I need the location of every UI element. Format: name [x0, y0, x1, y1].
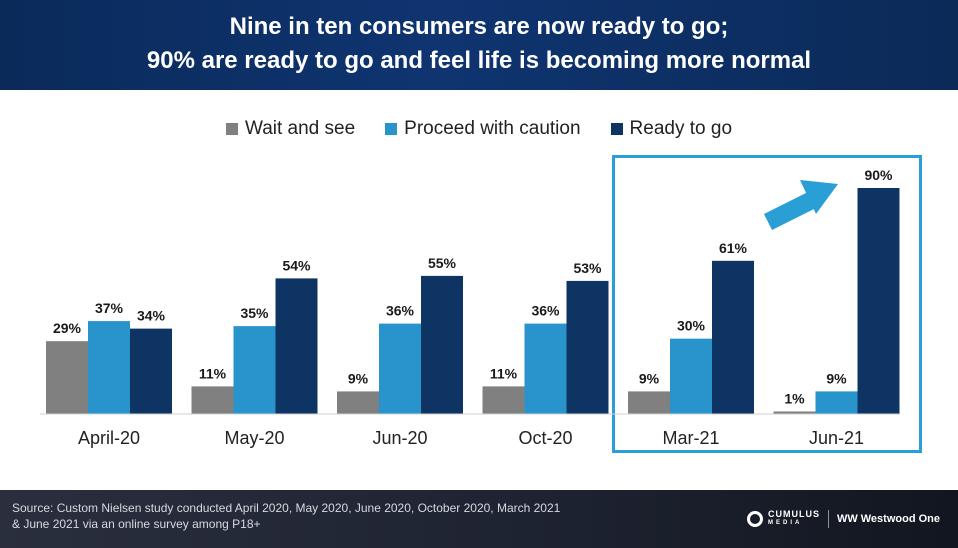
trend-arrow-shaft — [763, 191, 817, 231]
bar-Jun-20-0 — [337, 391, 379, 414]
bar-April-20-0 — [46, 341, 88, 414]
category-label-2: Jun-20 — [372, 428, 427, 448]
data-label-Jun-20-1: 36% — [386, 303, 415, 319]
legend-swatch-0 — [225, 123, 238, 135]
title-banner: Nine in ten consumers are now ready to g… — [0, 0, 958, 90]
highlight-box — [612, 155, 922, 453]
source-line-2: & June 2021 via an online survey among P… — [12, 517, 261, 531]
cumulus-media-wordmark: MEDIA — [767, 520, 803, 526]
legend-swatch-2 — [610, 123, 623, 135]
bar-May-20-1 — [233, 326, 276, 414]
bar-chart: 29% 37% 34% April-20 11% 35% 54% May-20 9% 36% 55%… — [40, 167, 900, 448]
bar-Mar-21-2 — [712, 260, 754, 414]
cumulus-swirl-icon — [746, 511, 763, 527]
data-label-Oct-20-2: 53% — [573, 260, 602, 276]
data-label-April-20-0: 29% — [53, 320, 82, 336]
chart-legend: Wait and see Proceed with caution Ready to… — [0, 116, 958, 142]
data-label-April-20-2: 34% — [137, 308, 166, 324]
data-label-Jun-21-0: 1% — [784, 390, 805, 406]
data-label-April-20-1: 37% — [95, 300, 124, 316]
legend-label-1: Proceed with caution — [404, 118, 581, 139]
category-label-1: May-20 — [224, 428, 284, 448]
bar-Jun-21-2 — [857, 188, 900, 414]
data-label-May-20-0: 11% — [199, 365, 227, 381]
bar-May-20-2 — [275, 278, 318, 414]
legend-item-2: Ready to go — [610, 118, 733, 140]
data-label-Jun-20-0: 9% — [348, 370, 369, 386]
westwood-one-wordmark: Westwood One — [860, 513, 940, 525]
footer-bar: Source: Custom Nielsen study conducted A… — [0, 490, 958, 548]
bar-May-20-0 — [191, 386, 234, 414]
westwood-one-mark: WW — [836, 513, 858, 525]
bar-April-20-2 — [130, 328, 172, 414]
footer-logos: CUMULUS MEDIA WW Westwood One — [746, 509, 940, 528]
bar-April-20-1 — [88, 321, 130, 414]
category-label-4: Mar-21 — [662, 428, 719, 448]
data-label-Mar-21-1: 30% — [677, 318, 706, 334]
data-label-Mar-21-2: 61% — [719, 240, 748, 256]
source-note: Source: Custom Nielsen study conducted A… — [12, 500, 672, 532]
legend-item-1: Proceed with caution — [385, 118, 581, 140]
legend-item-0: Wait and see — [225, 118, 356, 140]
legend-label-2: Ready to go — [629, 118, 733, 139]
data-label-Oct-20-0: 11% — [490, 365, 518, 381]
chart-title-line-1: Nine in ten consumers are now ready to g… — [229, 13, 729, 40]
trend-arrow-head — [800, 180, 838, 214]
data-label-Jun-21-1: 9% — [826, 370, 847, 386]
data-label-Mar-21-0: 9% — [639, 370, 660, 386]
category-label-5: Jun-21 — [809, 428, 864, 448]
data-label-May-20-1: 35% — [240, 305, 269, 321]
logo-divider — [827, 510, 829, 528]
bar-Jun-20-1 — [379, 323, 421, 414]
bar-Mar-21-1 — [670, 338, 712, 414]
data-label-Oct-20-1: 36% — [531, 303, 560, 319]
cumulus-media-logo: CUMULUS MEDIA — [746, 509, 820, 528]
bar-Oct-20-2 — [566, 280, 609, 414]
bar-Jun-21-1 — [815, 391, 858, 414]
bar-Jun-20-2 — [421, 275, 463, 414]
legend-label-0: Wait and see — [244, 118, 356, 139]
bar-Mar-21-0 — [628, 391, 670, 414]
source-line-1: Source: Custom Nielsen study conducted A… — [12, 501, 561, 515]
data-label-Jun-21-2: 90% — [864, 167, 893, 183]
data-label-Jun-20-2: 55% — [428, 255, 457, 271]
bar-Oct-20-1 — [524, 323, 567, 414]
data-label-May-20-2: 54% — [282, 257, 311, 273]
chart-title-line-2: 90% are ready to go and feel life is bec… — [146, 47, 812, 74]
bar-Oct-20-0 — [482, 386, 525, 414]
westwood-one-logo: WW Westwood One — [837, 513, 940, 525]
category-label-3: Oct-20 — [518, 428, 572, 448]
cumulus-wordmark: CUMULUS — [767, 509, 820, 519]
trend-arrow-icon — [763, 180, 838, 231]
category-label-0: April-20 — [78, 428, 140, 448]
bar-Jun-21-0 — [773, 411, 816, 414]
legend-swatch-1 — [385, 123, 398, 135]
